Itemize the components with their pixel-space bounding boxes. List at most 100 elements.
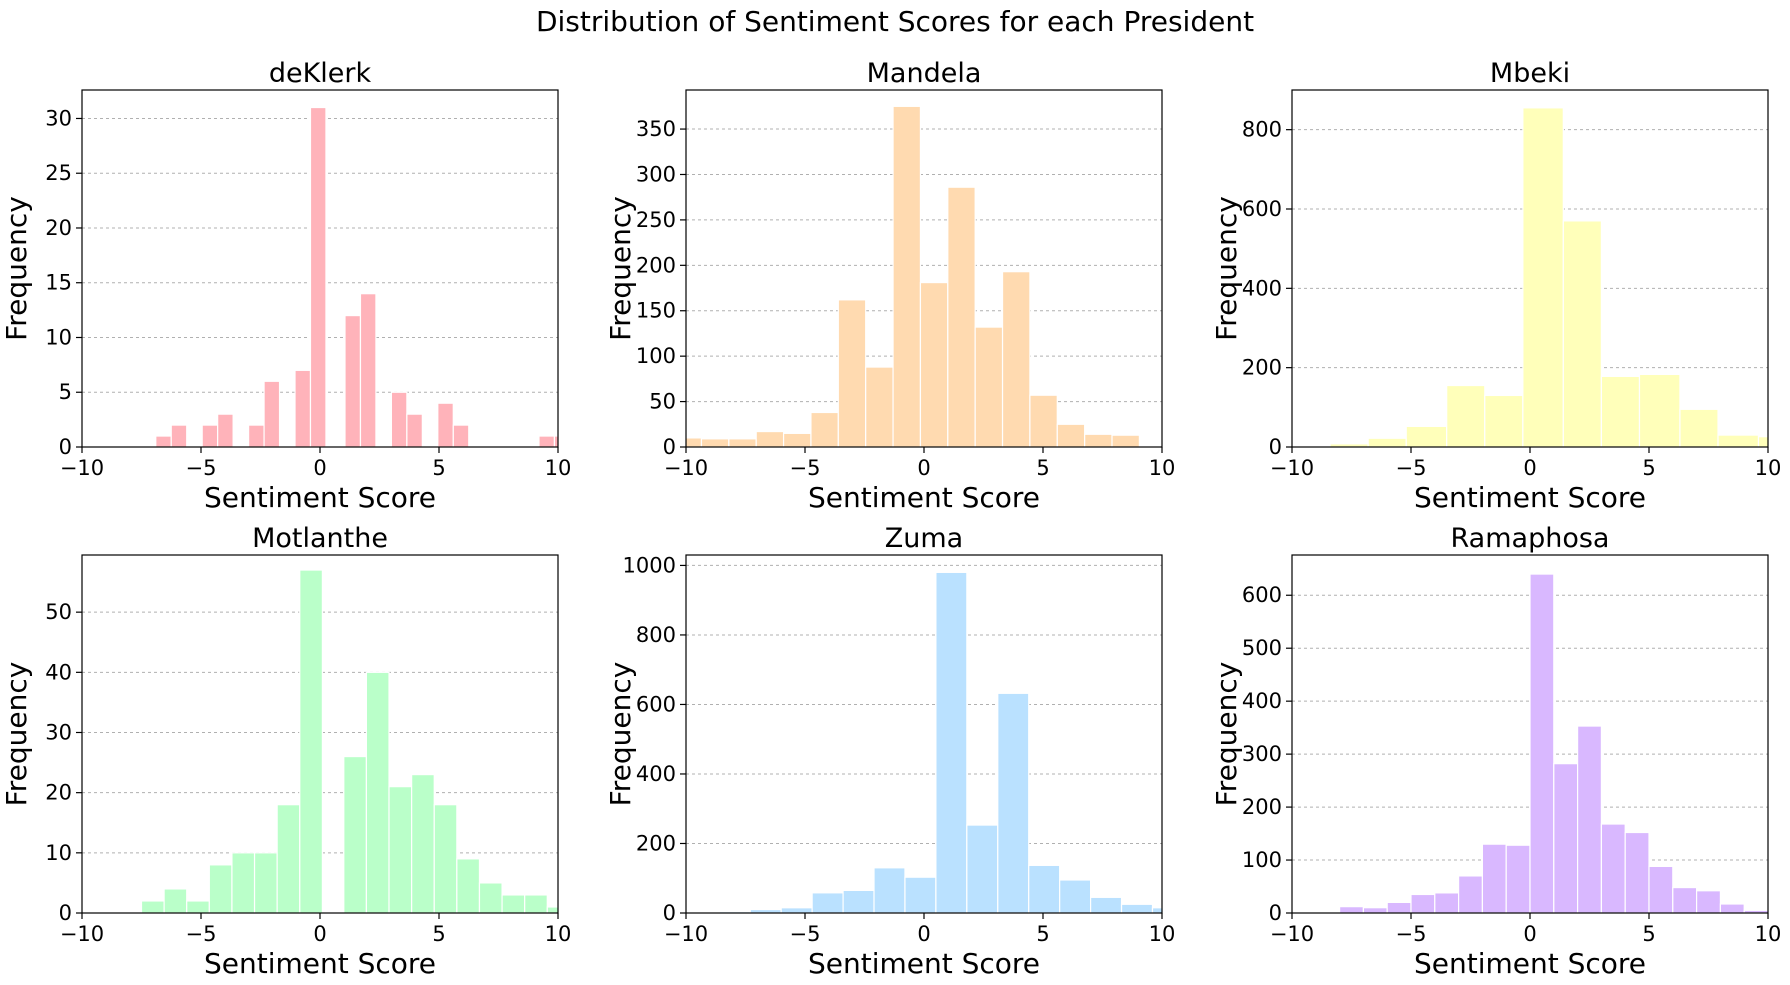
histogram-bar [344,314,362,447]
x-tick-label: −10 [664,456,708,480]
x-tick-label: 10 [1149,922,1176,946]
histogram-bar [501,894,526,913]
histogram-bar [1457,875,1483,913]
histogram-bar [201,424,219,447]
histogram-bar [452,424,470,447]
x-tick-label: 5 [1642,456,1655,480]
y-axis-label: Frequency [604,662,637,807]
histogram-bar [810,411,839,447]
y-tick-label: 200 [1242,795,1282,819]
histogram-bar [406,413,423,447]
bars [687,571,1162,913]
y-tick-label: 200 [636,831,676,855]
histogram-bar [263,380,281,447]
x-tick-label: 0 [1523,456,1536,480]
y-tick-label: 15 [45,271,72,295]
histogram-bar [248,424,265,447]
histogram-bar [1648,865,1674,913]
histogram-bar [1638,373,1681,447]
x-tick-label: 10 [1755,456,1782,480]
histogram-bar [1029,394,1058,447]
y-tick-label: 0 [663,901,676,925]
x-tick-label: −10 [1270,456,1314,480]
histogram-bar [365,671,390,913]
histogram-bar [388,786,413,913]
histogram-bar [919,281,949,447]
histogram-bar [1522,107,1564,447]
histogram-bar [1338,906,1364,913]
bars [686,105,1140,447]
y-tick-label: 10 [45,841,72,865]
x-tick-label: 10 [1755,922,1782,946]
histogram-bar [546,906,558,913]
x-tick-label: −10 [664,922,708,946]
histogram-bar [553,435,558,447]
histogram-bar [437,402,454,447]
x-tick-label: 10 [545,456,572,480]
x-tick-label: 0 [313,456,326,480]
histogram-bar [686,437,703,447]
histogram-bar [935,571,968,913]
histogram-bar [966,824,999,913]
histogram-bar [1695,890,1721,913]
histogram-bar [478,882,503,913]
histogram-bar [1446,384,1486,447]
histogram-bar [842,889,875,913]
x-axis-label: Sentiment Score [1414,947,1646,980]
x-tick-label: −10 [1270,922,1314,946]
histogram-bar [1434,892,1460,913]
histogram-bar [837,299,867,447]
y-tick-label: 500 [1242,636,1282,660]
histogram-bar [217,413,234,447]
y-tick-label: 400 [636,762,676,786]
histogram-bar [974,326,1004,447]
x-tick-label: 10 [1149,456,1176,480]
histogram-bar [1600,375,1641,447]
histogram-bar [359,293,377,447]
panel-zuma: 0 200 400 600 800 1000 −10 −5 0 5 10 Zuma Sentiment … [604,523,1176,980]
y-tick-label: 150 [636,299,676,323]
histogram-bar [1757,436,1768,447]
panel-mandela: 0 50 100 150 200 250 300 350 −10 −5 0 5 10 Mandela Sen… [604,58,1175,514]
histogram-bar [276,804,301,913]
histogram-bar [1111,434,1140,447]
histogram-bar [155,435,172,447]
y-axis-label: Frequency [1210,662,1243,807]
histogram-bar [1624,831,1650,913]
y-tick-label: 25 [45,161,72,185]
y-tick-label: 600 [1242,583,1282,607]
histogram-bar [1120,903,1154,913]
panels: 0 5 10 15 20 25 30 −10 −5 0 5 10 deKlerk Sentiment Sc… [0,58,1782,980]
histogram-bar [1151,907,1162,913]
y-tick-label: 10 [45,325,72,349]
histogram-bar [1089,896,1123,913]
y-tick-label: 100 [1242,848,1282,872]
x-tick-label: 5 [432,922,445,946]
y-tick-label: 250 [636,208,676,232]
y-tick-label: 20 [45,216,72,240]
y-tick-label: 400 [1242,689,1282,713]
x-tick-label: 5 [1036,456,1049,480]
histogram-bar [700,438,730,447]
histogram-bar [299,569,323,913]
histogram-bar [163,888,188,913]
panel-title: Mandela [867,58,982,89]
y-tick-label: 0 [1269,435,1282,459]
histogram-bar [170,424,188,447]
y-tick-label: 0 [1269,901,1282,925]
x-tick-label: 0 [917,922,930,946]
y-tick-label: 600 [1242,197,1282,221]
histogram-bar [1481,843,1507,913]
x-tick-label: 0 [917,456,930,480]
x-tick-label: −5 [1396,922,1427,946]
x-tick-label: 0 [1523,922,1536,946]
y-tick-label: 100 [636,344,676,368]
y-tick-label: 0 [59,435,72,459]
panel-mbeki: 0 200 400 600 800 −10 −5 0 5 10 Mbeki Sentiment Sco… [1210,58,1782,514]
y-axis-label: Frequency [0,662,33,807]
x-tick-label: −5 [186,456,217,480]
y-tick-label: 600 [636,692,676,716]
histogram-bar [411,774,435,913]
histogram-bar [947,186,976,447]
histogram-bar [231,852,256,913]
